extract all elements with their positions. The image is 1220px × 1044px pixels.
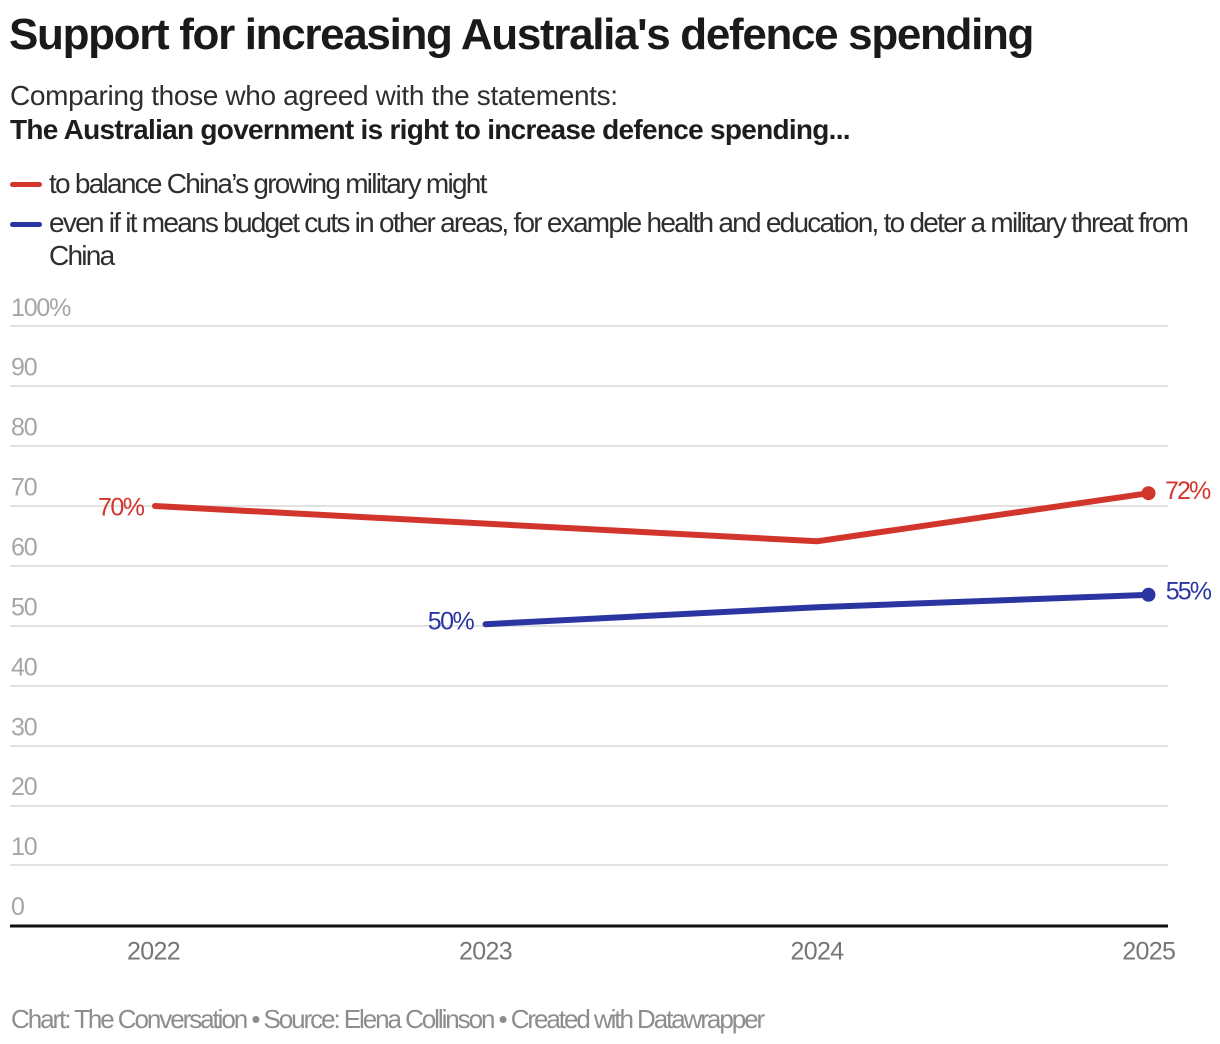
svg-text:72%: 72% bbox=[1165, 477, 1211, 505]
svg-text:100%: 100% bbox=[11, 294, 71, 322]
svg-text:55%: 55% bbox=[1166, 577, 1212, 605]
svg-text:70: 70 bbox=[11, 474, 37, 502]
svg-text:10: 10 bbox=[11, 833, 37, 861]
svg-text:80: 80 bbox=[11, 414, 37, 442]
svg-text:90: 90 bbox=[11, 354, 37, 382]
svg-text:70%: 70% bbox=[98, 493, 145, 521]
svg-text:0: 0 bbox=[11, 893, 24, 921]
svg-text:20: 20 bbox=[11, 773, 37, 801]
svg-text:2025: 2025 bbox=[1122, 938, 1175, 966]
svg-text:50: 50 bbox=[11, 593, 37, 621]
svg-text:2022: 2022 bbox=[127, 938, 180, 966]
svg-text:2023: 2023 bbox=[459, 938, 512, 966]
svg-text:60: 60 bbox=[11, 534, 37, 562]
svg-text:30: 30 bbox=[11, 713, 37, 741]
svg-text:50%: 50% bbox=[428, 608, 475, 636]
svg-text:40: 40 bbox=[11, 653, 37, 681]
svg-text:2024: 2024 bbox=[790, 938, 844, 966]
